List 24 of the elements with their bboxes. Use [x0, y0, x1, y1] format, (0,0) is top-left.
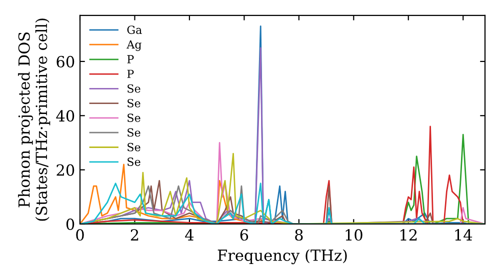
y-tick-label: 60: [56, 56, 74, 68]
x-tick-label: 4: [185, 229, 194, 240]
y-tick-label: 20: [56, 164, 74, 176]
y-tick-label: 40: [56, 110, 74, 122]
x-tick-label: 0: [76, 229, 84, 241]
x-tick-label: 8: [295, 229, 303, 241]
x-tick-label: 10: [346, 229, 362, 241]
legend-label: P: [127, 70, 134, 78]
legend-label: Ga: [127, 26, 142, 34]
legend-label: Se: [128, 98, 140, 108]
legend-label: Se: [128, 142, 140, 152]
x-tick-label: 2: [130, 229, 138, 240]
x-axis-title: Frequency (THz): [218, 249, 347, 264]
legend-label: Se: [128, 128, 140, 137]
y-tick-label: 0: [66, 218, 74, 230]
x-tick-label: 12: [400, 229, 417, 240]
x-tick-label: 6: [240, 229, 248, 241]
legend-label: Se: [128, 84, 140, 93]
x-tick-label: 14: [455, 229, 472, 240]
y-axis-title: Phonon projected DOS (States/THz·primitive cell): [18, 18, 50, 221]
legend-label: Ag: [126, 40, 142, 51]
legend-label: Se: [128, 114, 140, 122]
legend-label: P: [127, 55, 134, 64]
legend-label: Se: [128, 158, 140, 166]
